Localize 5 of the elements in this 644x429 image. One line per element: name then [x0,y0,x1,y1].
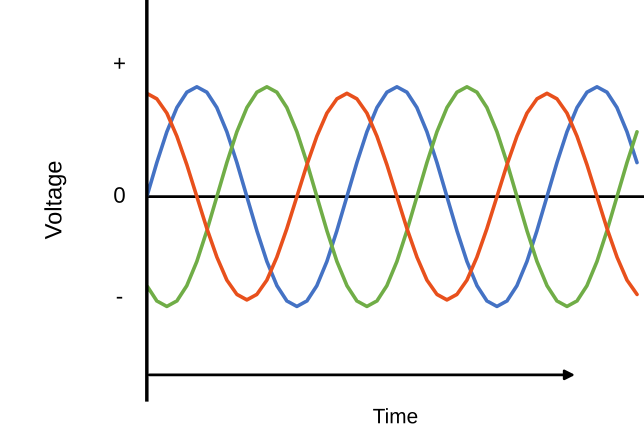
text: - [116,296,122,299]
x-axis-title: Time [373,408,418,424]
y-axis-title: Voltage [44,162,66,240]
text: + [114,58,125,69]
text: 0 [114,187,125,203]
